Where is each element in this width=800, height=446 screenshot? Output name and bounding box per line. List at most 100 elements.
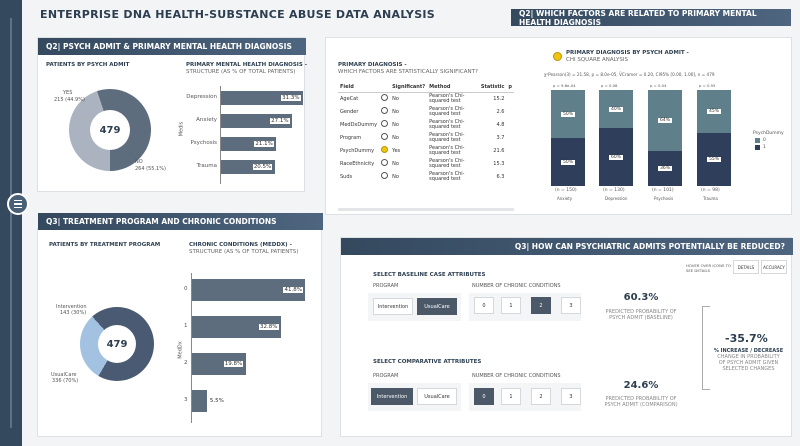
accuracy-button[interactable]: ACCURACY xyxy=(761,260,787,274)
q2-bar-value: 21.1% xyxy=(254,141,274,147)
stack-n-label: (n = 98) xyxy=(701,188,720,193)
intervention-label: Intervention xyxy=(56,304,87,310)
stack-upper-label: 45% xyxy=(706,109,721,115)
row-significant: No xyxy=(392,108,399,115)
usualcare-label: UsualCare xyxy=(51,372,77,378)
comp-chronic-1[interactable]: 1 xyxy=(501,388,521,405)
comp-chronic-0[interactable]: 0 xyxy=(474,388,494,405)
change-caption-2: CHANGE IN PROBABILITY xyxy=(717,354,780,360)
q3-header: Q3| TREATMENT PROGRAM AND CHRONIC CONDIT… xyxy=(38,213,323,230)
q2-bar xyxy=(221,91,304,105)
q2-factors-panel: Q2| WHICH FACTORS ARE RELATED TO PRIMARY… xyxy=(325,9,792,215)
program-donut-total: 479 xyxy=(98,325,136,363)
q3-bar-value: 5.5% xyxy=(209,398,224,404)
change-caption-1: % INCREASE / DECREASE xyxy=(713,348,784,354)
row-significant: No xyxy=(392,173,399,180)
row-field: RaceEthnicity xyxy=(340,160,375,167)
q3-bar-label: 3 xyxy=(184,397,188,403)
q3-bars-title: CHRONIC CONDITIONS (MEDDX) - xyxy=(189,242,292,248)
q2-bars-axis-line xyxy=(220,86,221,184)
table-row: Gender No Pearson's Chi-squared test 2.6 xyxy=(338,105,514,118)
menu-icon[interactable] xyxy=(7,193,29,215)
comp-program-intervention[interactable]: Intervention xyxy=(371,388,413,405)
stack-category-label: Depression xyxy=(605,196,628,201)
donut-yes-value: 215 (44.9%) xyxy=(54,97,85,103)
comparison-probability: 24.6% xyxy=(623,380,659,391)
baseline-chronic-1[interactable]: 1 xyxy=(501,297,521,314)
row-statistic: 4.8 xyxy=(496,121,505,128)
q3-bars-axis: MedDx xyxy=(177,341,184,359)
baseline-chronic-0[interactable]: 0 xyxy=(474,297,494,314)
baseline-program-intervention[interactable]: Intervention xyxy=(373,298,413,315)
q3-scenario-header: Q3| HOW CAN PSYCHIATRIC ADMITS POTENTIAL… xyxy=(341,238,793,255)
factors-table: Field Significant? Method Statistic p Ag… xyxy=(338,83,514,183)
stack-category-label: Anxiety xyxy=(557,196,573,201)
q2-donut-title: PATIENTS BY PSYCH ADMIT xyxy=(46,62,130,68)
table-scrollbar[interactable] xyxy=(338,208,514,211)
significance-icon xyxy=(381,146,389,153)
baseline-chronic-2[interactable]: 2 xyxy=(531,297,551,314)
row-method: Pearson's Chi-squared test xyxy=(429,170,465,182)
sidebar xyxy=(0,0,22,446)
table-row: Suds No Pearson's Chi-squared test 6.3 xyxy=(338,170,514,183)
row-significant: No xyxy=(392,95,399,102)
comp-chronic-2[interactable]: 2 xyxy=(531,388,551,405)
row-field: Gender xyxy=(340,108,359,115)
legend-label-1: 1 xyxy=(763,145,766,150)
baseline-program-usualcare[interactable]: UsualCare xyxy=(417,298,457,315)
q2-bar xyxy=(221,114,293,128)
table-row: MedDxDummy No Pearson's Chi-squared test 4.… xyxy=(338,118,514,131)
row-significant: No xyxy=(392,160,399,167)
stack-p-label: p = 0.04 xyxy=(650,83,667,88)
stack-category-label: Trauma xyxy=(703,196,718,201)
usualcare-value: 336 (70%) xyxy=(52,378,79,384)
q2-bar-value: 20.5% xyxy=(252,164,273,170)
q3-bar-value: 32.8% xyxy=(259,324,279,330)
q3-donut-title: PATIENTS BY TREATMENT PROGRAM xyxy=(49,242,161,248)
row-method: Pearson's Chi-squared test xyxy=(429,157,465,169)
stack-p-label: p = 9.8e-04 xyxy=(553,83,576,88)
q2-bars-title: PRIMARY MENTAL HEALTH DIAGNOSIS - xyxy=(186,62,308,68)
q3-panel: Q3| TREATMENT PROGRAM AND CHRONIC CONDIT… xyxy=(37,213,323,437)
q2-header: Q2| PSYCH ADMIT & PRIMARY MENTAL HEALTH … xyxy=(38,38,306,55)
row-p xyxy=(506,144,514,157)
table-row: AgeCat No Pearson's Chi-squared test 15.2 xyxy=(338,92,514,105)
stack-n-label: (n = 130) xyxy=(603,188,625,193)
stack-segment-0: 40% xyxy=(599,90,633,129)
q3-bar-value: 41.8% xyxy=(283,287,303,293)
row-method: Pearson's Chi-squared test xyxy=(429,131,465,143)
table-subtitle: WHICH FACTORS ARE STATISTICALLY SIGNIFIC… xyxy=(338,69,478,75)
stack-upper-label: 64% xyxy=(657,118,672,124)
row-sig-icon-cell xyxy=(379,144,390,157)
comp-program-label: PROGRAM xyxy=(373,373,399,379)
stack-segment-1: 50% xyxy=(551,138,585,186)
row-p xyxy=(506,105,514,118)
row-statistic: 2.6 xyxy=(496,108,505,115)
stack-n-label: (n = 150) xyxy=(555,188,577,193)
q3-bar xyxy=(192,390,207,412)
q2-bars-subtitle: STRUCTURE (AS % OF TOTAL PATIENTS) xyxy=(186,69,296,75)
comp-chronic-3[interactable]: 3 xyxy=(561,388,581,405)
row-p xyxy=(506,118,514,131)
details-button[interactable]: DETAILS xyxy=(733,260,759,274)
row-field: Suds xyxy=(340,173,353,180)
comp-program-usualcare[interactable]: UsualCare xyxy=(417,388,457,405)
q2-bar-value: 27.1% xyxy=(270,118,290,124)
legend-swatch-1 xyxy=(755,145,760,150)
stack-category-label: Psychosis xyxy=(654,196,674,201)
row-method: Pearson's Chi-squared test xyxy=(429,118,465,130)
q3-bar-label: 1 xyxy=(184,323,188,329)
comp-chronic-label: NUMBER OF CHRONIC CONDITIONS xyxy=(472,373,561,379)
row-p xyxy=(506,92,514,105)
significance-icon xyxy=(381,107,389,114)
row-field: Program xyxy=(340,134,362,141)
q3-bar-label: 0 xyxy=(184,286,188,292)
stack-segment-0: 64% xyxy=(648,90,682,152)
stack-segment-0: 50% xyxy=(551,90,585,138)
baseline-chronic-label: NUMBER OF CHRONIC CONDITIONS xyxy=(472,283,561,289)
baseline-chronic-3[interactable]: 3 xyxy=(561,297,581,314)
change-caption-4: SELECTED CHANGES xyxy=(722,366,775,372)
row-statistic: 3.7 xyxy=(496,134,505,141)
q2-bar-label: Anxiety xyxy=(196,117,217,123)
chi-title-icon xyxy=(553,52,562,61)
